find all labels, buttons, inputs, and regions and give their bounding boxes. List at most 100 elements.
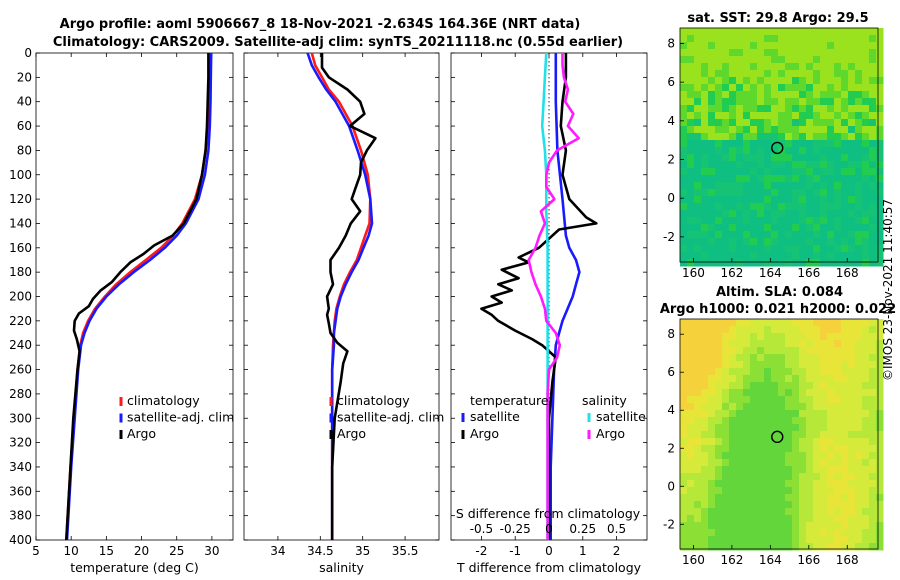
map-cell <box>848 522 856 530</box>
map-cell <box>792 210 800 218</box>
map-cell <box>680 431 688 439</box>
map-cell <box>855 189 863 197</box>
map-cell <box>680 543 688 551</box>
map-cell <box>764 529 772 537</box>
map-cell <box>680 245 688 253</box>
map-cell <box>750 231 758 239</box>
map-cell <box>757 133 765 141</box>
map-cell <box>813 238 821 246</box>
map-cell <box>722 417 730 425</box>
map-cell <box>708 196 716 204</box>
map-cell <box>820 210 828 218</box>
map-cell <box>743 424 751 432</box>
map-cell <box>869 70 877 78</box>
map-cell <box>806 63 814 71</box>
map-cell <box>855 98 863 106</box>
map-cell <box>722 368 730 376</box>
map-cell <box>799 77 807 85</box>
map-cell <box>736 259 744 267</box>
map-cell <box>680 508 688 516</box>
map-cell <box>841 515 849 523</box>
map-cell <box>771 112 779 120</box>
map-cell <box>715 536 723 544</box>
map-cell <box>792 231 800 239</box>
map-cell <box>743 119 751 127</box>
map-cell <box>722 459 730 467</box>
map-cell <box>848 382 856 390</box>
map-cell <box>771 63 779 71</box>
map-cell <box>862 84 870 92</box>
map-cell <box>694 203 702 211</box>
map-cell <box>701 543 709 551</box>
title-line-2: Climatology: CARS2009. Satellite-adj cli… <box>53 35 623 50</box>
map-cell <box>785 35 793 43</box>
map-cell <box>715 63 723 71</box>
map-cell <box>862 35 870 43</box>
map-cell <box>792 126 800 134</box>
map-cell <box>799 182 807 190</box>
map-cell <box>743 210 751 218</box>
map-cell <box>862 508 870 516</box>
map-cell <box>736 70 744 78</box>
x-tick-label: 166 <box>797 266 820 280</box>
map-cell <box>848 403 856 411</box>
map-cell <box>869 403 877 411</box>
map-cell <box>841 161 849 169</box>
map-cell <box>694 424 702 432</box>
map-cell <box>841 49 849 57</box>
map-cell <box>862 56 870 64</box>
map-cell <box>680 28 688 36</box>
map-cell <box>750 333 758 341</box>
map-cell <box>736 203 744 211</box>
map-cell <box>708 389 716 397</box>
map-cell <box>694 431 702 439</box>
legend-entry: Argo <box>596 426 625 441</box>
map-cell <box>757 529 765 537</box>
map-cell <box>694 238 702 246</box>
map-cell <box>750 196 758 204</box>
map-cell <box>869 147 877 155</box>
map-cell <box>701 536 709 544</box>
map-cell <box>743 28 751 36</box>
map-cell <box>792 501 800 509</box>
map-cell <box>771 473 779 481</box>
map-cell <box>806 459 814 467</box>
map-cell <box>694 49 702 57</box>
map-cell <box>827 543 835 551</box>
map-cell <box>694 119 702 127</box>
map-cell <box>757 84 765 92</box>
series-s-argo <box>527 53 581 540</box>
map-cell <box>729 98 737 106</box>
map-cell <box>841 98 849 106</box>
map-cell <box>750 168 758 176</box>
map-cell <box>687 515 695 523</box>
map-cell <box>834 168 842 176</box>
y-tick-label: 260 <box>9 363 32 377</box>
map-cell <box>813 259 821 267</box>
map-cell <box>694 417 702 425</box>
map-cell <box>848 410 856 418</box>
map-cell <box>827 70 835 78</box>
map-cell <box>750 431 758 439</box>
map-cell <box>785 147 793 155</box>
map-cell <box>806 480 814 488</box>
x-tick-label: 10 <box>64 544 79 558</box>
map-cell <box>757 543 765 551</box>
map-cell <box>764 259 772 267</box>
map-cell <box>820 473 828 481</box>
map-cell <box>806 319 814 327</box>
map-cell <box>813 91 821 99</box>
map-cell <box>757 77 765 85</box>
map-cell <box>855 326 863 334</box>
map-cell <box>764 119 772 127</box>
map-cell <box>778 49 786 57</box>
map-cell <box>729 245 737 253</box>
map-cell <box>876 224 884 232</box>
map-cell <box>785 424 793 432</box>
map-cell <box>743 42 751 50</box>
map-cell <box>764 508 772 516</box>
map-cell <box>757 28 765 36</box>
map-cell <box>729 326 737 334</box>
map-cell <box>778 252 786 260</box>
y-tick-label: 400 <box>9 533 32 547</box>
